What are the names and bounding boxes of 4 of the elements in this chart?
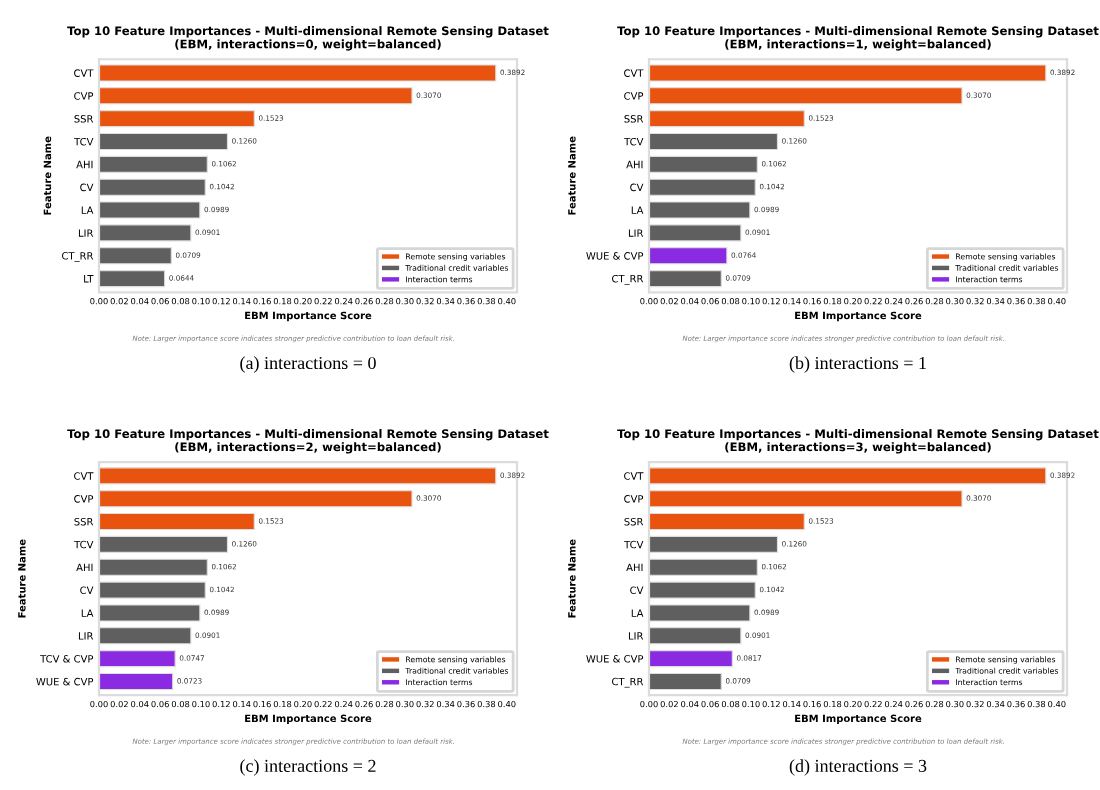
- text: (c) interactions = 2: [240, 759, 376, 776]
- text: (a) interactions = 0: [240, 356, 376, 373]
- text: (b) interactions = 1: [789, 356, 926, 373]
- text: (d) interactions = 3: [789, 759, 927, 776]
